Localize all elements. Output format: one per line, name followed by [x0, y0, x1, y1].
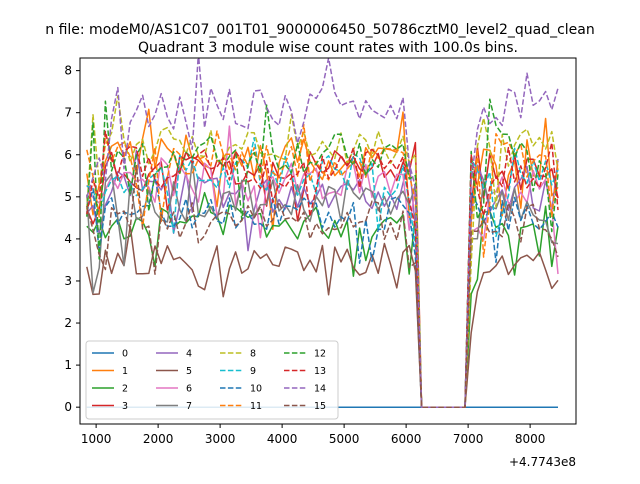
figure-suptitle: n file: modeM0/AS1C07_001T01_9000006450_… — [45, 22, 594, 38]
plot-lines — [86, 58, 559, 408]
series-line-1 — [86, 108, 559, 408]
x-tick-label: 8000 — [515, 432, 546, 446]
legend-box — [85, 340, 339, 420]
series-line-15 — [86, 164, 559, 408]
y-tick-label: 3 — [64, 274, 72, 288]
plot-frame — [79, 57, 577, 425]
chart-title: Quadrant 3 module wise count rates with … — [138, 40, 518, 56]
y-tick-label: 0 — [64, 400, 72, 414]
legend-label-9: 9 — [250, 366, 256, 377]
legend-label-3: 3 — [122, 401, 128, 412]
y-tick-label: 8 — [64, 64, 72, 78]
series-line-12 — [86, 98, 559, 408]
series-line-11 — [86, 123, 559, 408]
legend-label-12: 12 — [314, 349, 326, 360]
legend-label-4: 4 — [186, 349, 192, 360]
y-tick-label: 6 — [64, 148, 72, 162]
legend-label-7: 7 — [186, 401, 192, 412]
series-line-7 — [86, 160, 559, 408]
y-tick-label: 4 — [64, 232, 72, 246]
legend-label-11: 11 — [250, 401, 262, 412]
legend-label-15: 15 — [314, 401, 326, 412]
legend-label-2: 2 — [122, 384, 128, 395]
legend-label-5: 5 — [186, 366, 192, 377]
series-line-10 — [86, 175, 559, 408]
x-tick-label: 7000 — [453, 432, 484, 446]
x-axis: 1000 2000 3000 4000 5000 6000 7000 8000 — [81, 424, 546, 446]
x-tick-label: 2000 — [143, 432, 174, 446]
x-tick-label: 1000 — [81, 432, 112, 446]
legend-label-13: 13 — [314, 366, 326, 377]
x-tick-label: 4000 — [267, 432, 298, 446]
x-tick-label: 6000 — [391, 432, 422, 446]
x-tick-label: 5000 — [329, 432, 360, 446]
series-line-14 — [86, 58, 559, 408]
y-tick-label: 2 — [64, 316, 72, 330]
legend-label-8: 8 — [250, 349, 256, 360]
series-line-8 — [86, 95, 559, 408]
y-axis: 0 1 2 3 4 5 6 7 8 — [64, 64, 80, 414]
legend-label-10: 10 — [250, 384, 262, 395]
legend-label-6: 6 — [186, 384, 192, 395]
series-line-13 — [86, 130, 559, 408]
series-line-5 — [86, 225, 559, 408]
y-tick-label: 1 — [64, 358, 72, 372]
legend-label-0: 0 — [122, 349, 128, 360]
x-offset-label: +4.7743e8 — [509, 455, 576, 469]
legend-label-14: 14 — [314, 384, 326, 395]
y-tick-label: 7 — [64, 106, 72, 120]
x-tick-label: 3000 — [205, 432, 236, 446]
y-tick-label: 5 — [64, 190, 72, 204]
legend-label-1: 1 — [122, 366, 128, 377]
